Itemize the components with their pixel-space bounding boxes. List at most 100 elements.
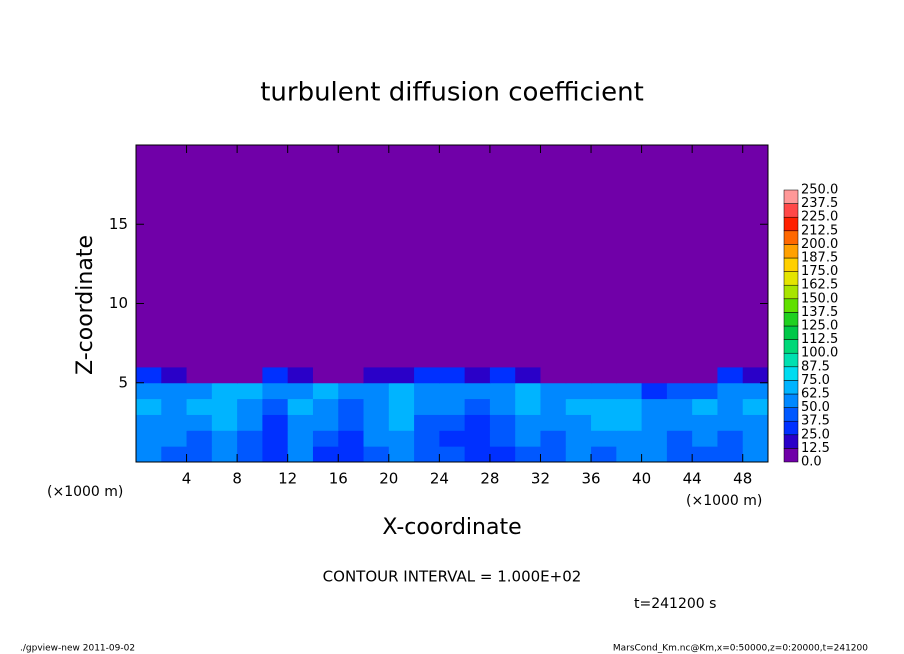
colorbar-cell	[783, 216, 799, 232]
heat-cell	[717, 430, 744, 447]
heat-cell	[388, 398, 415, 415]
heat-cell	[211, 366, 238, 384]
heat-cell	[287, 398, 314, 415]
heat-cell	[363, 430, 390, 447]
heat-cell	[414, 366, 440, 384]
heat-cell	[591, 398, 617, 415]
heat-cell	[641, 398, 668, 415]
x-axis-label: X-coordinate	[382, 515, 521, 540]
heat-cell	[692, 446, 718, 463]
heat-cell	[515, 446, 541, 463]
heat-cell	[489, 382, 516, 400]
heat-cell	[287, 382, 314, 400]
heat-cell	[591, 366, 617, 384]
x-tick-label: 4	[182, 470, 192, 488]
colorbar-label: 50.0	[801, 400, 830, 415]
heat-cell	[641, 430, 668, 447]
heat-cell	[489, 366, 516, 384]
heat-cell	[211, 414, 238, 431]
heat-cell	[136, 366, 162, 384]
heat-cell	[338, 430, 365, 447]
heat-cell	[186, 382, 213, 400]
heat-cell	[616, 398, 643, 415]
heat-cell	[464, 398, 491, 415]
heat-cell	[439, 430, 466, 447]
colorbar-cell	[783, 230, 799, 245]
heat-cell	[666, 145, 693, 368]
heat-cell	[489, 430, 516, 447]
heat-cell	[464, 446, 491, 463]
heat-cell	[388, 446, 415, 463]
colorbar-cell	[783, 420, 799, 436]
heat-cell	[414, 382, 440, 400]
colorbar-cell	[783, 325, 799, 340]
heat-cell	[237, 446, 263, 463]
colorbar-label: 237.5	[801, 196, 838, 211]
heat-cell	[591, 382, 617, 400]
heat-cell	[186, 446, 213, 463]
colorbar-label: 162.5	[801, 278, 838, 293]
heat-cell	[136, 414, 162, 431]
heat-cell	[262, 446, 289, 463]
heat-cell	[540, 382, 567, 400]
heat-cell	[565, 414, 592, 431]
x-tick-label: 16	[329, 470, 348, 488]
heat-cell	[312, 366, 339, 384]
heat-cell	[565, 382, 592, 400]
heat-cell	[439, 446, 466, 463]
heat-cell	[439, 145, 466, 368]
time-note: t=241200 s	[634, 596, 716, 612]
heat-cell	[464, 145, 491, 368]
colorbar-label: 100.0	[801, 346, 838, 361]
heat-cell	[742, 430, 769, 447]
heat-cell	[641, 414, 668, 431]
heat-cell	[237, 366, 263, 384]
heat-cell	[287, 446, 314, 463]
heat-cell	[666, 446, 693, 463]
heat-cell	[338, 145, 365, 368]
x-unit: (×1000 m)	[47, 484, 123, 500]
heat-cell	[742, 382, 769, 400]
heat-cell	[287, 145, 314, 368]
heat-cell	[742, 366, 769, 384]
heat-cell	[616, 145, 643, 368]
x-tick-label: 8	[232, 470, 242, 488]
heat-cell	[211, 446, 238, 463]
colorbar-label: 187.5	[801, 251, 838, 266]
heat-cell	[237, 145, 263, 368]
x-tick-label: 12	[278, 470, 297, 488]
y-tick-label: 5	[118, 373, 128, 391]
heat-cell	[565, 366, 592, 384]
heat-cell	[287, 414, 314, 431]
heat-cell	[312, 145, 339, 368]
heat-cell	[211, 430, 238, 447]
heat-cell	[591, 430, 617, 447]
heat-cell	[666, 398, 693, 415]
heat-cell	[262, 145, 289, 368]
heat-cell	[742, 398, 769, 415]
colorbar-cell	[783, 257, 799, 272]
heat-cell	[692, 414, 718, 431]
colorbar-cell	[783, 380, 799, 395]
heat-cell	[439, 398, 466, 415]
x-tick-label: 28	[480, 470, 499, 488]
heat-cell	[641, 446, 668, 463]
heat-cell	[565, 446, 592, 463]
heat-cell	[515, 382, 541, 400]
heat-cell	[717, 398, 744, 415]
heat-cell	[161, 430, 188, 447]
heat-cell	[717, 382, 744, 400]
heat-cell	[161, 145, 188, 368]
heat-cell	[591, 145, 617, 368]
heat-cell	[262, 398, 289, 415]
heat-cell	[464, 366, 491, 384]
colorbar-label: 0.0	[801, 455, 822, 470]
heat-cell	[464, 382, 491, 400]
heat-cell	[186, 430, 213, 447]
colorbar-label: 12.5	[801, 441, 830, 456]
heat-cell	[464, 414, 491, 431]
colorbar-label: 25.0	[801, 427, 830, 442]
heat-cell	[666, 430, 693, 447]
heat-cell	[388, 414, 415, 431]
